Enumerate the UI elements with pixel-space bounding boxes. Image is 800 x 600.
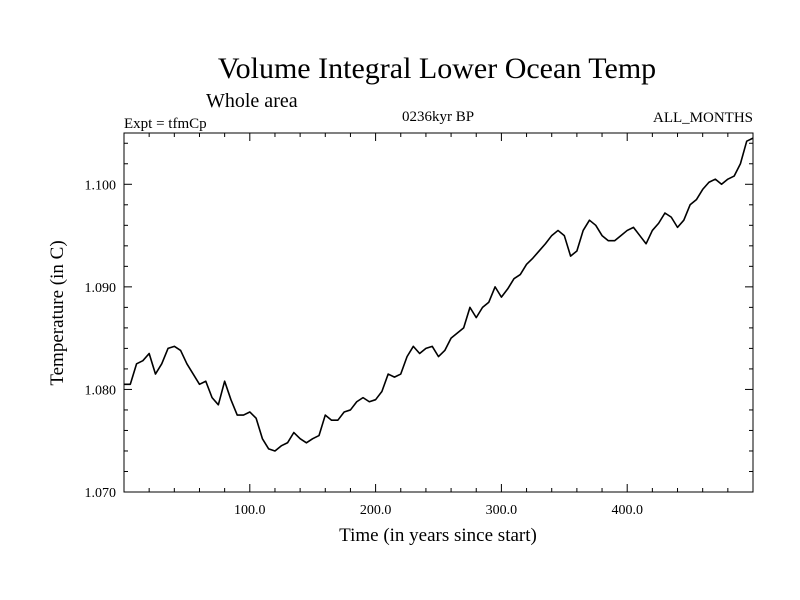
experiment-label: Expt = tfmCp: [124, 116, 207, 132]
y-axis-ticks: [124, 142, 753, 472]
x-axis-ticks: [148, 133, 729, 492]
x-axis-label: Time (in years since start): [339, 525, 537, 546]
x-tick-label: 200.0: [360, 503, 392, 518]
y-tick-label: 1.100: [85, 178, 117, 193]
months-label: ALL_MONTHS: [653, 110, 753, 126]
x-tick-label: 100.0: [234, 503, 266, 518]
temperature-series-line: [124, 137, 754, 452]
x-tick-label: 300.0: [486, 503, 518, 518]
y-axis-label: Temperature (in C): [47, 240, 68, 385]
y-tick-label: 1.080: [85, 383, 117, 398]
x-tick-label: 400.0: [611, 503, 643, 518]
period-label: 0236kyr BP: [402, 109, 474, 125]
y-tick-label: 1.090: [85, 281, 117, 296]
chart-subtitle: Whole area: [206, 90, 298, 112]
x-axis-tick-labels: 100.0 200.0 300.0 400.0: [234, 503, 643, 518]
plot-frame: [123, 132, 754, 493]
y-tick-label: 1.070: [85, 486, 117, 501]
chart-title: Volume Integral Lower Ocean Temp: [218, 52, 656, 85]
y-axis-tick-labels: 1.070 1.080 1.090 1.100: [85, 178, 117, 501]
